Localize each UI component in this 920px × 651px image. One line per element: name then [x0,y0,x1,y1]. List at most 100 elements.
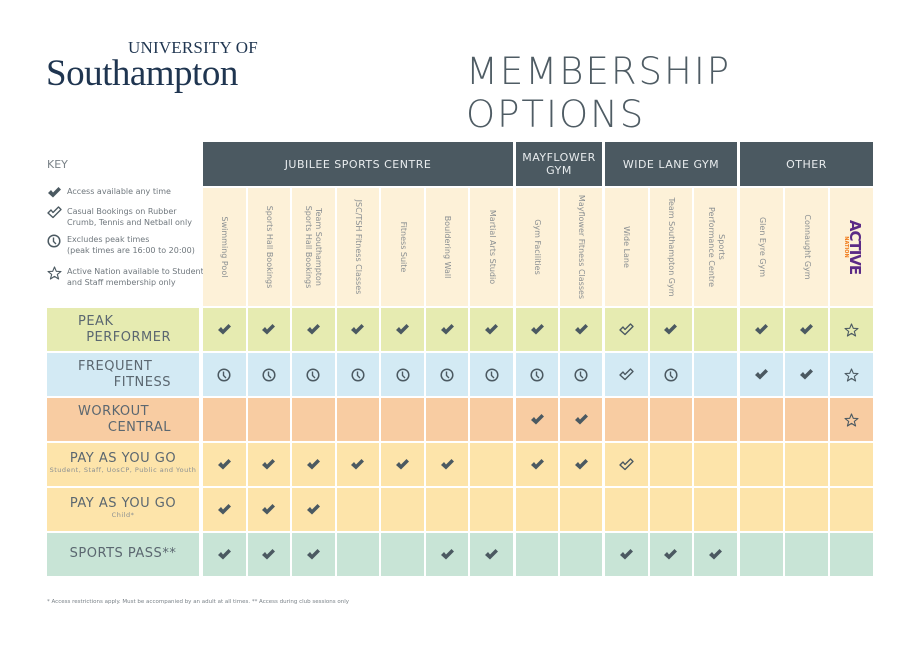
row-label-line1: WORKOUT [78,404,150,419]
key-item-text: Active Nation available to Student and S… [67,267,204,287]
membership-cell [470,488,513,531]
key-item-text: Access available any time [67,187,171,196]
membership-cell [560,353,602,396]
column-header: Gym Facilities [516,188,558,306]
membership-cell [425,353,469,396]
footnote: * Access restrictions apply. Must be acc… [47,599,350,605]
column-header-text: Glen Eyre Gym [757,216,767,278]
row-label-subtitle: Student, Staff, UosCP, Public and Youth [49,466,197,474]
membership-cell [560,488,602,531]
row-label-line2: PERFORMER [86,330,171,345]
column-header: Sports Hall Bookings [247,188,291,306]
check-icon [440,323,455,336]
column-header: Martial Arts Studio [470,188,513,306]
open-check-icon [619,458,634,471]
membership-cell [785,398,828,441]
check-icon [217,458,232,471]
membership-cell [470,533,513,576]
membership-cell [247,353,291,396]
membership-cell [381,353,424,396]
membership-cell [605,443,648,486]
column-header-text: Mayflower Fitness Classes [577,194,586,300]
check-icon [574,458,589,471]
star-icon [844,367,859,382]
check-icon [574,413,589,426]
membership-cell [649,488,693,531]
membership-cell [649,398,693,441]
check-icon [530,458,545,471]
group-header: MAYFLOWER GYM [516,142,602,186]
clock-icon [262,367,276,382]
membership-cell [605,488,648,531]
membership-cell [336,533,380,576]
membership-cell [516,398,558,441]
check-icon [440,458,455,471]
membership-cell [203,443,246,486]
membership-cell [694,533,737,576]
membership-cell [247,443,291,486]
membership-cell [516,533,558,576]
column-header: Bouldering Wall [425,188,469,306]
column-header-text: Gym Facilities [533,219,542,275]
check-icon [217,503,232,516]
membership-cell [425,398,469,441]
membership-cell [247,488,291,531]
check-icon [350,458,365,471]
column-header: Glen Eyre Gym [740,188,783,306]
group-header: OTHER [740,142,873,186]
membership-cell [649,308,693,351]
clock-icon [396,367,410,382]
check-icon [306,503,321,516]
column-header: ACTIVE NATION [830,188,873,306]
check-icon [799,368,814,381]
column-header: Connaught Gym [785,188,828,306]
membership-cell [470,398,513,441]
membership-cell [247,533,291,576]
membership-row-label: WORKOUT CENTRAL [47,398,199,441]
check-icon [261,503,276,516]
membership-cell [381,398,424,441]
membership-cell [785,488,828,531]
column-header-text: Fitness Suite [398,221,408,273]
membership-cell [336,353,380,396]
active-nation-logo: ACTIVE NATION [842,219,864,275]
column-header-text: Connaught Gym [802,214,812,280]
check-icon [440,548,455,561]
membership-cell [740,353,783,396]
page-title: MEMBERSHIP OPTIONS [466,50,732,136]
clock-icon [485,367,499,382]
membership-cell [694,488,737,531]
membership-cell [560,308,602,351]
column-header-text: Bouldering Wall [443,215,453,279]
membership-cell [560,398,602,441]
membership-cell [425,488,469,531]
column-header-text: Team Southampton Gym [666,197,676,297]
clock-icon [440,367,454,382]
logo-southampton: Southampton [46,53,238,94]
membership-cell [425,443,469,486]
clock-icon [530,367,544,382]
membership-cell [336,488,380,531]
check-icon [619,548,634,561]
check-icon [663,548,678,561]
row-label-line1: PEAK [78,314,114,329]
row-label-title: SPORTS PASS** [69,546,177,561]
membership-cell [694,398,737,441]
key-title: KEY [47,158,68,171]
clock-icon [306,367,320,382]
membership-cell [560,443,602,486]
check-icon [530,413,545,426]
membership-cell [830,443,873,486]
membership-cell [694,353,737,396]
column-header: Team Southampton Gym [649,188,693,306]
membership-cell [740,443,783,486]
key-item: Casual Bookings on Rubber Crumb, Tennis … [47,206,192,228]
row-label-line1: FREQUENT [78,359,153,374]
check-icon [574,323,589,336]
check-icon [395,323,410,336]
check-icon [484,548,499,561]
star-icon [844,412,859,427]
check-icon [261,548,276,561]
clock-icon [351,367,365,382]
